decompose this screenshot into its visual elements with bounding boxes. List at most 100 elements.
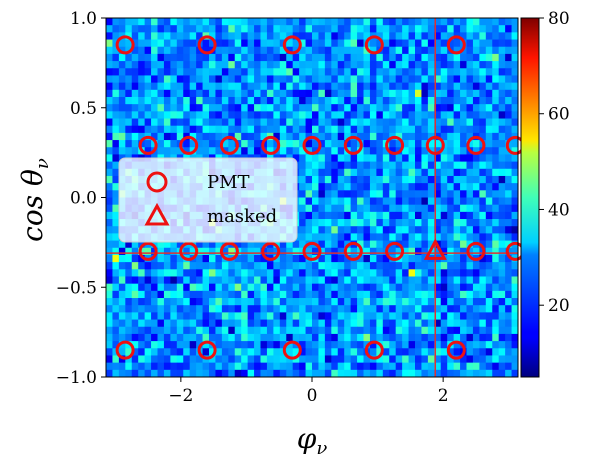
heatmap-cell: [151, 53, 158, 62]
heatmap-cell: [157, 326, 165, 335]
heatmap-cell: [106, 312, 113, 320]
heatmap-cell: [344, 341, 352, 349]
heatmap-cell: [228, 305, 236, 313]
heatmap-cell: [118, 104, 126, 112]
heatmap-cell: [479, 197, 487, 206]
heatmap-cell: [331, 18, 339, 26]
heatmap-cell: [176, 111, 184, 119]
heatmap-cell: [279, 104, 287, 112]
heatmap-cell: [402, 348, 409, 356]
heatmap-cell: [157, 283, 165, 292]
heatmap-cell: [337, 32, 345, 40]
heatmap-cell: [440, 269, 448, 277]
heatmap-cell: [183, 319, 191, 328]
heatmap-cell: [312, 362, 319, 371]
heatmap-cell: [447, 348, 455, 356]
heatmap-cell: [382, 219, 390, 227]
heatmap-cell: [254, 39, 261, 48]
heatmap-cell: [209, 68, 216, 76]
heatmap-cell: [421, 226, 429, 234]
heatmap-cell: [389, 104, 397, 112]
heatmap-cell: [215, 240, 223, 249]
heatmap-cell: [196, 61, 203, 69]
heatmap-cell: [498, 68, 506, 76]
heatmap-cell: [402, 298, 409, 306]
heatmap-cell: [273, 46, 281, 55]
heatmap-cell: [183, 369, 191, 377]
heatmap-cell: [395, 61, 403, 69]
heatmap-cell: [460, 197, 467, 206]
heatmap-cell: [447, 168, 455, 177]
heatmap-cell: [447, 68, 455, 76]
heatmap-cell: [157, 25, 165, 33]
heatmap-cell: [324, 326, 332, 335]
heatmap-cell: [144, 369, 152, 377]
pmt-marker: [466, 241, 486, 261]
heatmap-cell: [382, 333, 390, 342]
heatmap-cell: [273, 355, 281, 364]
heatmap-cell: [196, 104, 203, 112]
heatmap-cell: [131, 68, 139, 76]
heatmap-cell: [357, 254, 364, 263]
heatmap-cell: [337, 362, 345, 371]
heatmap-cell: [376, 140, 384, 148]
heatmap-cell: [106, 161, 113, 170]
heatmap-cell: [350, 89, 358, 98]
heatmap-cell: [460, 104, 467, 112]
heatmap-cell: [260, 82, 268, 91]
heatmap-cell: [176, 355, 184, 364]
heatmap-cell: [151, 254, 158, 263]
heatmap-cell: [241, 32, 249, 40]
heatmap-cell: [376, 118, 384, 127]
heatmap-cell: [305, 68, 313, 76]
heatmap-cell: [221, 319, 229, 328]
heatmap-cell: [479, 104, 487, 112]
heatmap-cell: [408, 298, 416, 306]
heatmap-cell: [350, 46, 358, 55]
heatmap-cell: [357, 283, 364, 292]
heatmap-cell: [170, 312, 178, 320]
heatmap-cell: [234, 32, 242, 40]
heatmap-cell: [151, 125, 158, 134]
heatmap-cell: [402, 240, 409, 249]
heatmap-cell: [234, 125, 242, 134]
heatmap-cell: [189, 369, 197, 377]
heatmap-cell: [118, 283, 126, 292]
heatmap-cell: [215, 25, 223, 33]
heatmap-cell: [460, 118, 467, 127]
heatmap-cell: [234, 53, 242, 62]
heatmap-cell: [279, 326, 287, 335]
heatmap-cell: [170, 355, 178, 364]
heatmap-cell: [131, 254, 139, 263]
heatmap-cell: [466, 283, 474, 292]
heatmap-cell: [157, 104, 165, 112]
heatmap-cell: [505, 226, 512, 234]
heatmap-cell: [505, 333, 512, 342]
heatmap-cell: [337, 18, 345, 26]
heatmap-cell: [170, 298, 178, 306]
heatmap-cell: [312, 369, 319, 377]
heatmap-cell: [247, 147, 255, 155]
heatmap-cell: [209, 61, 216, 69]
heatmap-cell: [376, 175, 384, 184]
heatmap-cell: [202, 96, 210, 105]
heatmap-cell: [305, 341, 313, 349]
heatmap-cell: [144, 75, 152, 84]
heatmap-cell: [434, 362, 442, 371]
heatmap-cell: [228, 319, 236, 328]
heatmap-cell: [511, 82, 518, 91]
heatmap-cell: [144, 39, 152, 48]
x-tick-label: −2: [168, 386, 193, 406]
x-axis-label: φν: [297, 422, 328, 459]
heatmap-cell: [286, 369, 294, 377]
heatmap-cell: [350, 226, 358, 234]
heatmap-cell: [131, 247, 139, 256]
heatmap-cell: [144, 118, 152, 127]
heatmap-cell: [485, 140, 493, 148]
heatmap-cell: [344, 140, 352, 148]
heatmap-cell: [402, 132, 409, 141]
heatmap-cell: [357, 211, 364, 220]
heatmap-cell: [402, 355, 409, 364]
heatmap-cell: [125, 362, 133, 371]
heatmap-cell: [318, 104, 326, 112]
